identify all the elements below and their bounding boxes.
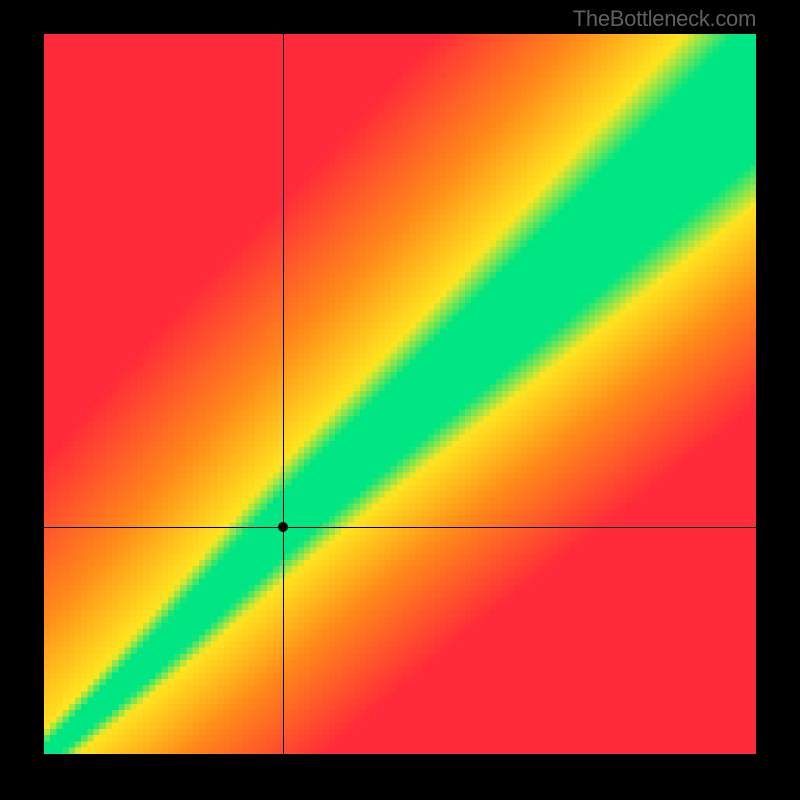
- crosshair-horizontal: [44, 527, 756, 528]
- heatmap-canvas: [44, 34, 756, 754]
- watermark-label: TheBottleneck.com: [573, 6, 756, 32]
- heatmap-plot: [44, 34, 756, 754]
- crosshair-vertical: [283, 34, 284, 754]
- crosshair-marker: [278, 522, 288, 532]
